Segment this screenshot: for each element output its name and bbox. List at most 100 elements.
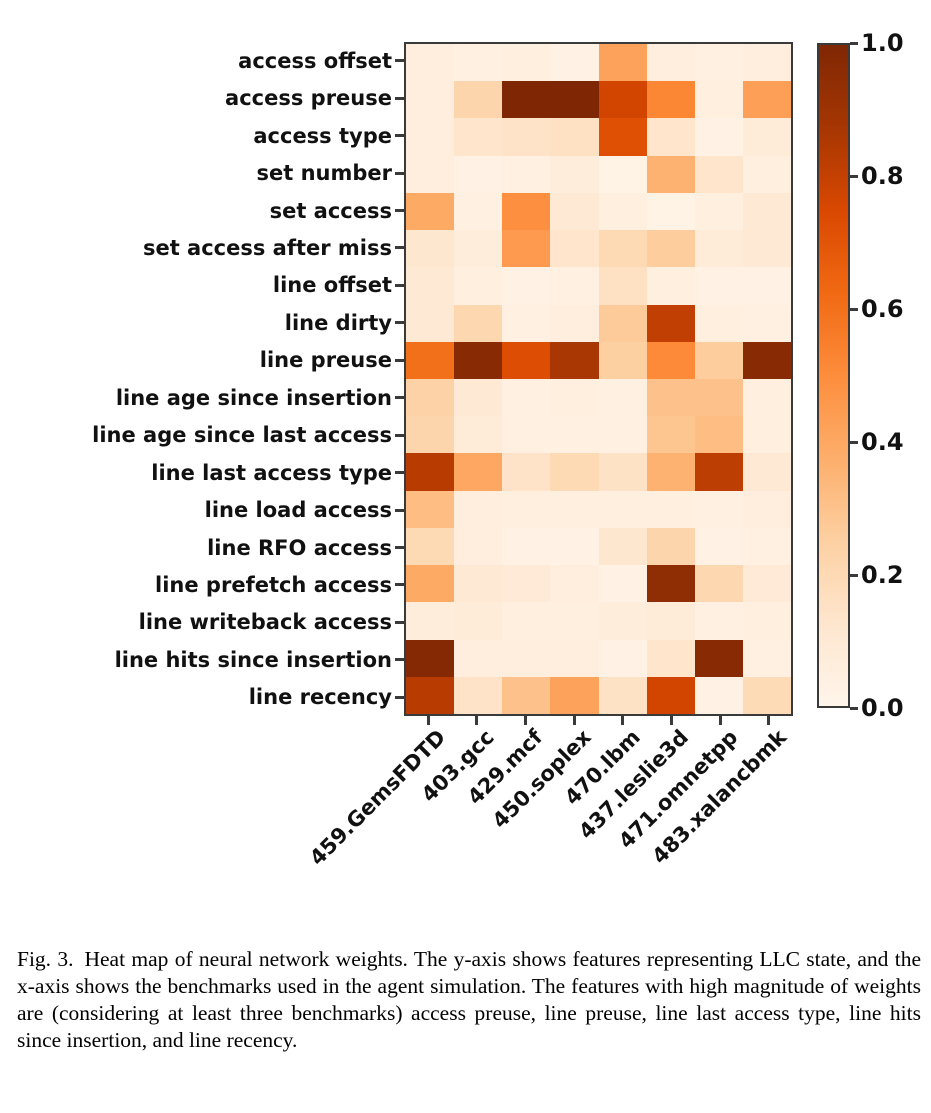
y-axis-label: set access after miss [142, 235, 392, 260]
heatmap-cell [550, 527, 599, 566]
y-axis-label: access offset [238, 48, 392, 73]
heatmap-cell [646, 453, 695, 491]
colorbar [817, 43, 850, 708]
heatmap-cell [454, 602, 503, 640]
heatmap-cell [694, 416, 743, 454]
heatmap-cell [406, 639, 455, 677]
heatmap-cell [454, 304, 503, 342]
heatmap-cell [646, 341, 695, 379]
heatmap-cell [646, 490, 695, 528]
heatmap-cell [502, 639, 551, 677]
heatmap-cell [646, 81, 695, 119]
y-axis-tick [395, 471, 404, 475]
heatmap-cell [742, 267, 791, 305]
y-axis-tick [395, 658, 404, 662]
y-axis-tick [395, 96, 404, 100]
heatmap-cell [742, 453, 791, 491]
heatmap-cell [502, 416, 551, 454]
y-axis-label: line offset [272, 273, 392, 298]
heatmap-cell [454, 490, 503, 528]
y-axis-tick [395, 583, 404, 587]
heatmap-cell [694, 341, 743, 379]
y-axis-tick [395, 433, 404, 437]
heatmap-cell [550, 81, 599, 119]
x-axis-tick [767, 716, 771, 725]
x-axis-tick [718, 716, 722, 725]
heatmap-cell [550, 565, 599, 603]
heatmap-cell [454, 44, 503, 82]
y-axis-tick [395, 396, 404, 400]
heatmap-cell [502, 602, 551, 640]
y-axis-tick [395, 620, 404, 624]
heatmap-cell [742, 341, 791, 379]
heatmap-cell [550, 118, 599, 156]
heatmap-cell [502, 230, 551, 268]
heatmap-cell [598, 602, 647, 640]
heatmap-cell [406, 81, 455, 119]
heatmap-cell [646, 639, 695, 677]
heatmap-cell [406, 341, 455, 379]
y-axis-tick [395, 209, 404, 212]
heatmap-cell [742, 602, 791, 640]
heatmap-cell [454, 267, 503, 305]
heatmap-cell [550, 416, 599, 454]
heatmap-cell [646, 565, 695, 603]
heatmap-cell [646, 304, 695, 342]
heatmap-cell [598, 565, 647, 603]
y-axis-tick [395, 246, 404, 250]
heatmap-cell [694, 490, 743, 528]
caption-text: Heat map of neural network weights. The … [17, 947, 921, 1052]
heatmap-cell [550, 304, 599, 342]
heatmap-cell [502, 81, 551, 119]
heatmap-cell [694, 565, 743, 603]
heatmap-cell [598, 676, 647, 714]
heatmap-cell [742, 304, 791, 342]
y-axis-label: line load access [204, 498, 392, 523]
heatmap-cell [550, 602, 599, 640]
heatmap-cell [502, 565, 551, 603]
heatmap-cell [598, 44, 647, 82]
heatmap-cell [694, 118, 743, 156]
colorbar-tick-label: 0.4 [861, 428, 904, 456]
x-axis-tick [524, 716, 528, 725]
heatmap-cell [694, 527, 743, 566]
colorbar-tick-label: 0.0 [861, 694, 904, 722]
x-axis-tick [669, 716, 673, 725]
y-axis-tick [395, 283, 404, 287]
heatmap-cell [454, 155, 503, 193]
heatmap-cell [550, 155, 599, 193]
heatmap-cell [646, 676, 695, 714]
heatmap-cell [406, 230, 455, 268]
heatmap-cell [742, 416, 791, 454]
colorbar-tick-label: 0.2 [861, 561, 904, 589]
heatmap-cell [550, 676, 599, 714]
heatmap-cell [598, 230, 647, 268]
heatmap-cell [454, 527, 503, 566]
heatmap-cell [742, 490, 791, 528]
heatmap-cell [646, 416, 695, 454]
heatmap-cell [550, 490, 599, 528]
y-axis-label: line hits since insertion [114, 647, 392, 672]
heatmap-cell [502, 118, 551, 156]
heatmap-cell [646, 602, 695, 640]
heatmap-cell [454, 378, 503, 417]
y-axis-label: line RFO access [207, 535, 392, 560]
heatmap-cell [502, 155, 551, 193]
heatmap-cell [598, 490, 647, 528]
y-axis-label: line recency [248, 685, 392, 710]
heatmap-cell [406, 192, 455, 231]
heatmap-cell [694, 81, 743, 119]
y-axis-label: access type [253, 123, 392, 148]
heatmap-cell [646, 155, 695, 193]
heatmap-cell [742, 676, 791, 714]
heatmap-cell [550, 639, 599, 677]
heatmap-cell [598, 118, 647, 156]
heatmap-cell [694, 155, 743, 193]
heatmap-cell [550, 230, 599, 268]
heatmap-cell [646, 44, 695, 82]
y-axis-label: line age since insertion [115, 385, 392, 410]
heatmap-cell [406, 155, 455, 193]
heatmap-cell [550, 192, 599, 231]
colorbar-tick [850, 573, 858, 577]
heatmap-cell [694, 192, 743, 231]
